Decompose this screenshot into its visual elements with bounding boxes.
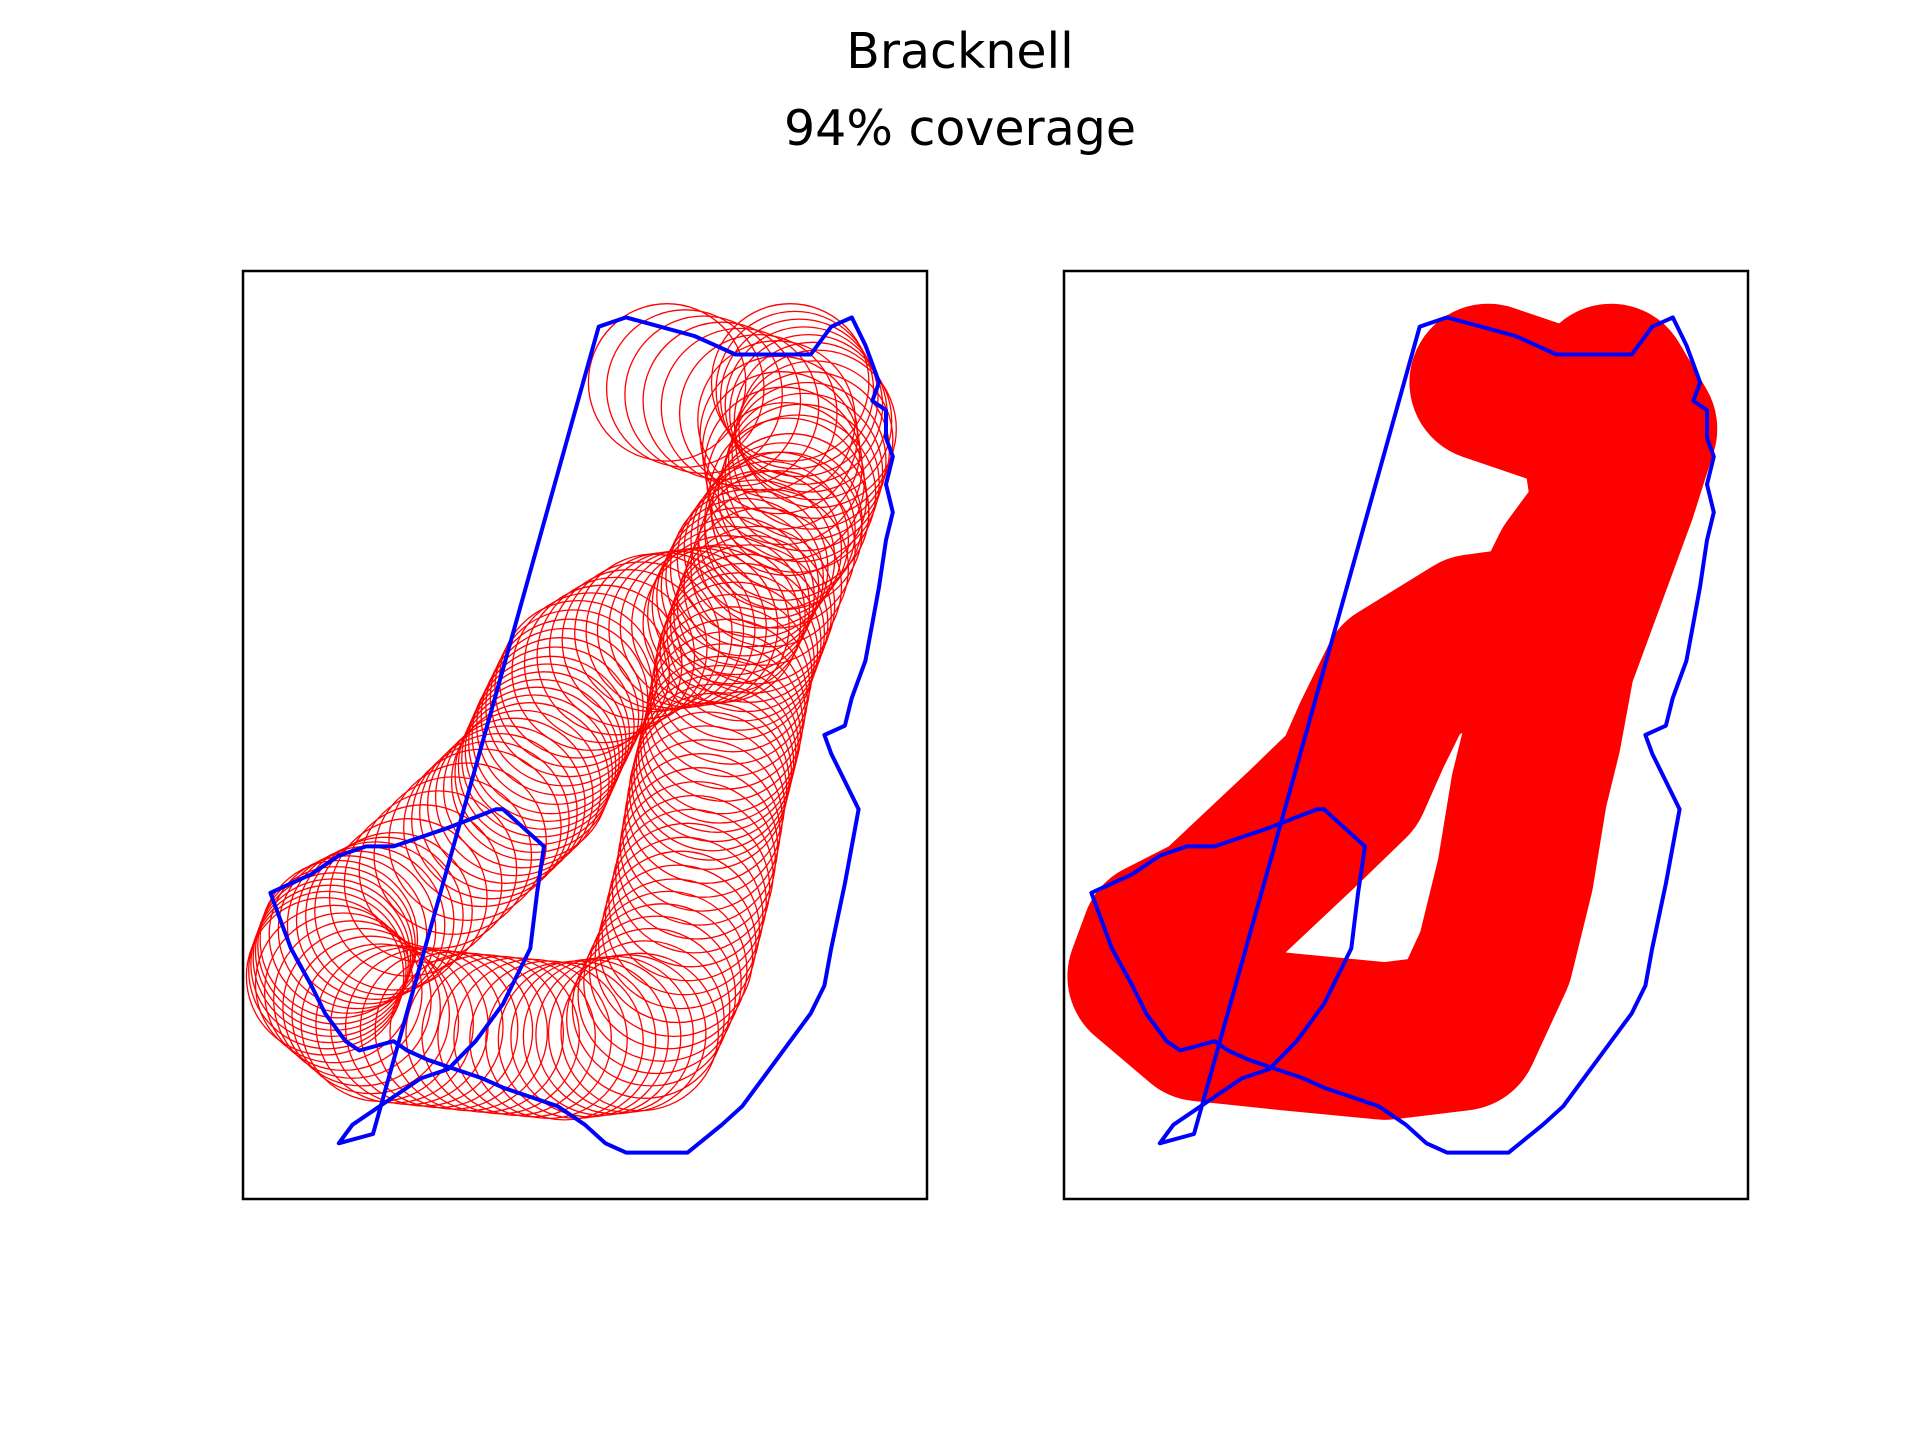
- coverage-circle: [450, 702, 610, 861]
- coverage-circle: [665, 497, 824, 657]
- coverage-circle: [245, 896, 405, 1056]
- coverage-circle: [605, 309, 765, 468]
- coverage-circle: [419, 732, 578, 892]
- coverage-circle: [295, 841, 455, 1000]
- left-axes-frame: [241, 269, 929, 1201]
- coverage-circle: [738, 349, 897, 509]
- coverage-circle: [588, 890, 748, 1050]
- coverage-circle: [282, 927, 441, 1087]
- coverage-circle: [571, 927, 731, 1087]
- right-panel-filled-coverage: [1062, 269, 1750, 1201]
- coverage-circle: [248, 890, 407, 1050]
- coverage-circle: [642, 321, 802, 481]
- coverage-circle: [273, 920, 432, 1079]
- coverage-circle: [727, 381, 887, 541]
- right-axes-frame: [1062, 269, 1750, 1201]
- coverage-circle: [314, 831, 473, 991]
- coverage-circle: [259, 859, 419, 1019]
- coverage-circle: [561, 561, 721, 721]
- coverage-circle: [577, 915, 737, 1075]
- coverage-circle: [461, 678, 620, 838]
- coverage-fill: [1067, 303, 1718, 1120]
- coverage-circle: [587, 303, 747, 462]
- coverage-circle: [647, 535, 806, 694]
- coverage-circle: [704, 386, 863, 546]
- coverage-circle: [442, 709, 602, 869]
- coverage-circle: [710, 432, 870, 592]
- coverage-circle: [454, 694, 614, 854]
- coverage-circle: [608, 822, 767, 982]
- coverage-circle: [697, 470, 856, 629]
- coverage-circle: [597, 864, 757, 1024]
- coverage-circle: [690, 460, 850, 620]
- coverage-circle: [411, 740, 570, 900]
- coverage-circle: [704, 451, 863, 611]
- figure-title: Bracknell: [846, 23, 1074, 80]
- coverage-circle: [405, 954, 565, 1113]
- coverage-circle: [388, 762, 547, 922]
- coverage-circle: [471, 655, 631, 815]
- coverage-circle: [715, 310, 875, 470]
- coverage-circle: [710, 303, 870, 462]
- coverage-circle: [640, 664, 799, 824]
- coverage-circle: [560, 952, 720, 1112]
- coverage-circle: [656, 516, 815, 676]
- boundary-outline: [268, 315, 895, 1155]
- coverage-circle: [566, 940, 725, 1099]
- coverage-circle: [485, 627, 644, 787]
- coverage-circle: [574, 553, 733, 713]
- coverage-circle: [733, 341, 893, 501]
- coverage-circle: [601, 850, 761, 1010]
- left-panel-outline-circles: [241, 269, 929, 1201]
- coverage-circle: [669, 544, 829, 703]
- coverage-circle: [676, 525, 836, 685]
- coverage-circle: [457, 686, 617, 846]
- coverage-circle: [656, 581, 815, 741]
- coverage-circle: [701, 371, 861, 530]
- coverage-circle: [343, 804, 503, 963]
- left-data-layer: [245, 303, 897, 1155]
- coverage-circle: [690, 488, 850, 648]
- coverage-circle: [468, 663, 627, 823]
- coverage-circle: [604, 836, 764, 996]
- coverage-circle: [434, 717, 594, 877]
- coverage-circle: [653, 593, 813, 753]
- coverage-circle: [673, 535, 832, 694]
- coverage-circle: [263, 912, 423, 1072]
- coverage-circle: [254, 904, 414, 1064]
- coverage-circle: [662, 562, 822, 722]
- coverage-circle: [268, 855, 428, 1014]
- coverage-circle: [594, 878, 754, 1038]
- coverage-circle: [583, 903, 742, 1062]
- right-data-layer: [1067, 303, 1718, 1155]
- coverage-circle: [676, 479, 836, 639]
- coverage-circle: [683, 507, 843, 666]
- coverage-circle: [257, 865, 416, 1025]
- coverage-circle: [624, 315, 783, 475]
- coverage-circle: [548, 569, 708, 728]
- coverage-circle: [719, 318, 879, 478]
- figure-subtitle: 94% coverage: [784, 100, 1136, 157]
- coverage-circle: [250, 884, 409, 1044]
- coverage-circle: [621, 753, 781, 912]
- coverage-circle: [480, 637, 640, 796]
- boundary-outline: [1089, 315, 1716, 1155]
